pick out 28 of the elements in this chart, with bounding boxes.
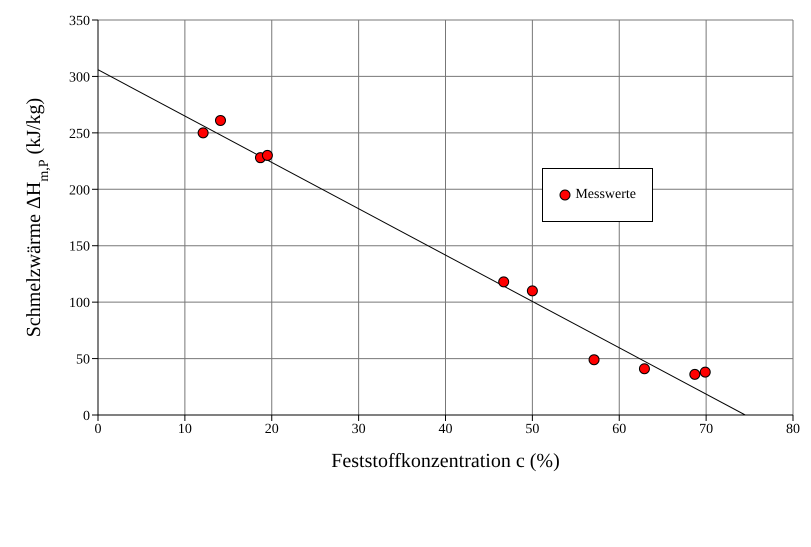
y-tick-label: 250 — [69, 126, 90, 142]
x-tick-label: 70 — [699, 422, 714, 437]
y-tick-label: 50 — [76, 352, 90, 368]
point — [700, 366, 711, 378]
x-tick-label: 50 — [525, 422, 540, 437]
point — [498, 276, 510, 288]
y-tick-label: 300 — [69, 70, 90, 86]
legend-label: Messwerte — [575, 187, 636, 203]
point — [689, 368, 700, 380]
y-tick-label: 150 — [69, 240, 90, 255]
point — [262, 150, 273, 161]
y-tick-label: 350 — [69, 14, 90, 29]
x-tick-label: 30 — [352, 422, 366, 437]
y-tick-label: 100 — [69, 296, 90, 312]
point — [526, 285, 538, 296]
x-tick-label: 80 — [786, 422, 800, 437]
point — [198, 127, 209, 138]
x-tick-label: 60 — [612, 422, 626, 437]
y-tick-label: 0 — [83, 408, 90, 424]
point — [638, 363, 650, 374]
point — [214, 114, 226, 126]
point — [588, 354, 600, 366]
x-axis-title: Feststoffkonzentration c (%) — [331, 450, 560, 472]
x-tick-label: 40 — [438, 422, 452, 437]
x-tick-label: 20 — [264, 422, 279, 437]
y-tick-label: 200 — [69, 183, 90, 198]
x-tick-label: 0 — [94, 422, 102, 437]
x-tick-label: 10 — [178, 422, 192, 437]
